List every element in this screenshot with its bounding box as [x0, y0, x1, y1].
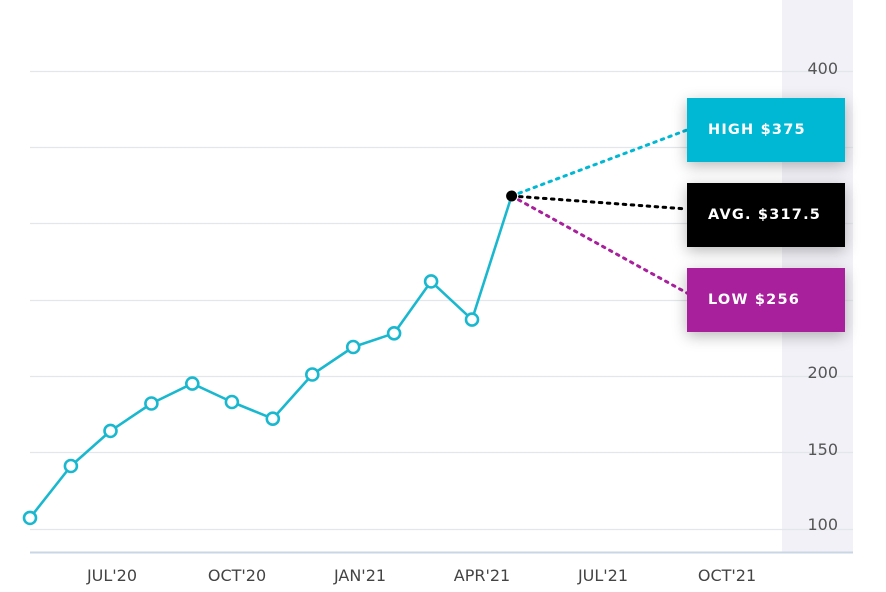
forecast-high-badge: HIGH $375 [687, 98, 845, 162]
latest-data-point [506, 190, 518, 202]
data-point [185, 376, 200, 391]
y-tick-label: 100 [807, 515, 838, 534]
forecast-low-badge: LOW $256 [687, 268, 845, 332]
data-point [304, 367, 320, 382]
x-tick-label: APR'21 [454, 566, 510, 585]
data-point [144, 396, 159, 411]
data-point [386, 325, 402, 341]
y-tick-label: 400 [807, 59, 838, 78]
forecast-low-connector [510, 194, 689, 295]
grid-lines [30, 70, 853, 531]
forecast-high-connector [510, 128, 689, 198]
x-tick-label: OCT'20 [208, 566, 266, 585]
forecast-connectors [510, 128, 689, 295]
x-tick-label: JUL'20 [86, 566, 137, 585]
forecast-low-label: LOW $256 [708, 292, 801, 308]
forecast-avg-connector [510, 194, 689, 211]
x-tick-label: JUL'21 [577, 566, 628, 585]
forecast-avg-label: AVG. $317.5 [708, 207, 822, 223]
price-series-line [28, 195, 513, 519]
data-point [423, 274, 439, 289]
data-point [63, 458, 79, 474]
y-tick-label: 200 [807, 363, 838, 382]
data-point [103, 423, 118, 439]
forecast-avg-badge: AVG. $317.5 [687, 183, 845, 247]
data-point [464, 312, 480, 327]
price-series-points [22, 190, 518, 526]
x-tick-label: OCT'21 [698, 566, 756, 585]
data-point [22, 510, 38, 526]
x-tick-labels: JUL'20 OCT'20 JAN'21 APR'21 JUL'21 OCT'2… [86, 566, 756, 585]
forecast-high-label: HIGH $375 [708, 122, 806, 138]
data-point [224, 394, 240, 410]
data-point [265, 411, 281, 427]
x-tick-label: JAN'21 [333, 566, 386, 585]
y-tick-label: 150 [807, 440, 838, 459]
y-tick-labels: 400 200 150 100 [807, 59, 838, 534]
data-point [345, 339, 361, 355]
